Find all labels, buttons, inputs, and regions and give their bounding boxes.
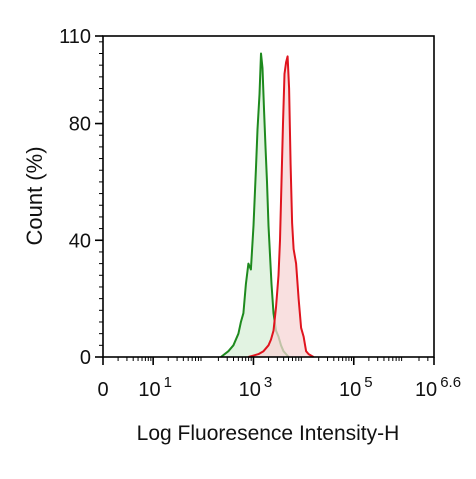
y-tick-label: 40 (69, 230, 91, 252)
x-tick-label: 10 1 (138, 374, 172, 401)
y-tick-label: 80 (69, 114, 91, 136)
plot-area (220, 52, 315, 358)
y-axis-label: Count (%) (22, 146, 47, 245)
x-tick-label: 0 (97, 379, 108, 401)
y-tick-label: 0 (80, 347, 91, 369)
series-2-line (248, 55, 315, 358)
x-tick-label: 10 6.6 (415, 374, 461, 401)
x-tick-label: 10 5 (339, 374, 373, 401)
x-tick-label: 10 3 (239, 374, 273, 401)
y-tick-label: 110 (59, 26, 91, 48)
x-axis-label: Log Fluoresence Intensity-H (137, 422, 400, 445)
axes: 0 40 80 110 0 10 1 10 3 10 5 10 6.6 (59, 26, 461, 401)
